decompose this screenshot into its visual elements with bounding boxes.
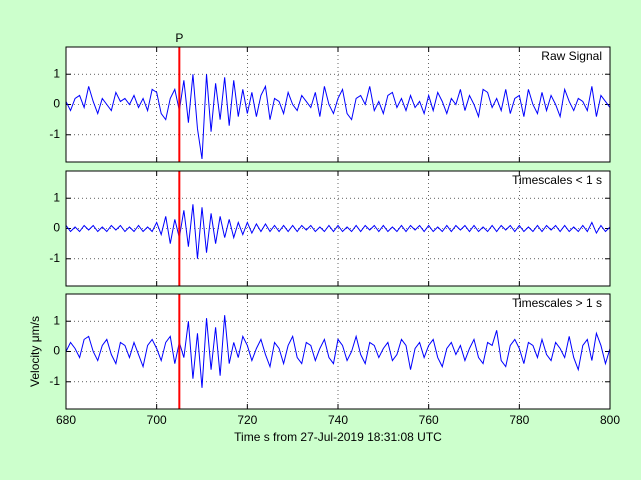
event-label: P — [175, 31, 183, 45]
plot-frame — [65, 46, 611, 163]
x-tick-label: 680 — [56, 413, 76, 427]
x-tick-label: 700 — [147, 413, 167, 427]
x-tick-label: 800 — [600, 413, 620, 427]
x-tick-label: 720 — [237, 413, 257, 427]
panel: -1 0 1 Timescales < 1 s — [49, 170, 611, 287]
plot-frame — [65, 170, 611, 287]
y-tick-label: 0 — [53, 221, 60, 235]
y-axis-label: Velocity μm/s — [28, 316, 42, 387]
y-tick-label: -1 — [49, 127, 60, 141]
y-tick-label: 1 — [53, 66, 60, 80]
x-tick-label: 740 — [328, 413, 348, 427]
y-tick-label: 0 — [53, 97, 60, 111]
signal-line — [65, 74, 611, 160]
plot-frame — [65, 293, 611, 410]
y-tick-label: 1 — [53, 190, 60, 204]
panel: 680 700 720 740 760 780 800 -1 0 1 Timescales > 1 … — [28, 293, 620, 444]
y-tick-label: -1 — [49, 374, 60, 388]
signal-line — [65, 204, 611, 259]
y-tick-label: 1 — [53, 313, 60, 327]
x-tick-label: 780 — [509, 413, 529, 427]
y-tick-label: 0 — [53, 344, 60, 358]
panel-label: Raw Signal — [541, 49, 602, 63]
panel-label: Timescales > 1 s — [512, 296, 602, 310]
signal-line — [65, 315, 611, 388]
x-tick-label: 760 — [419, 413, 439, 427]
y-tick-label: -1 — [49, 251, 60, 265]
x-axis-label: Time s from 27-Jul-2019 18:31:08 UTC — [234, 430, 442, 444]
panel: -1 0 1 P Raw Signal — [49, 31, 611, 163]
panel-label: Timescales < 1 s — [512, 173, 602, 187]
